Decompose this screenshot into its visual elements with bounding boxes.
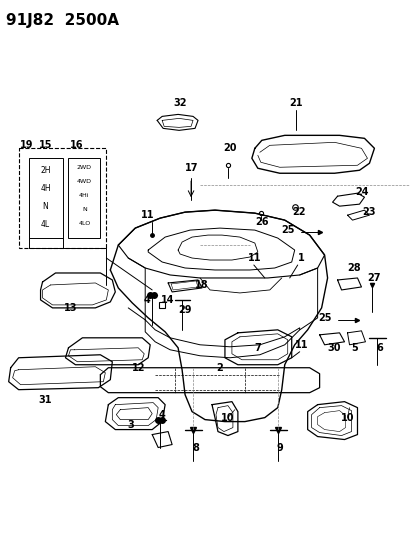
Text: 91J82  2500A: 91J82 2500A [6,13,119,28]
Text: 26: 26 [254,217,268,227]
Text: 22: 22 [291,207,305,217]
Text: 11: 11 [294,340,308,350]
Text: 20: 20 [223,143,236,154]
Text: 4L: 4L [41,220,50,229]
Text: 4WD: 4WD [77,179,92,184]
Text: 31: 31 [39,394,52,405]
Text: 1: 1 [298,253,304,263]
Text: 14: 14 [161,295,174,305]
Text: 25: 25 [317,313,330,323]
Text: 10: 10 [340,413,354,423]
Text: 21: 21 [288,99,302,108]
Text: 7: 7 [254,343,261,353]
Text: 9: 9 [276,442,282,453]
Text: N: N [82,207,87,212]
Text: 25: 25 [280,225,294,235]
Bar [19,148,106,248]
Text: 29: 29 [178,305,191,315]
Text: 3: 3 [126,419,133,430]
Text: 17: 17 [185,163,198,173]
Text: 5: 5 [350,343,357,353]
Text: 28: 28 [347,263,361,273]
Bar [28,158,63,238]
Text: 30: 30 [327,343,340,353]
Text: 19: 19 [20,140,33,150]
Text: 24: 24 [355,187,368,197]
Bar [68,158,100,238]
Text: 18: 18 [195,280,208,290]
Text: N: N [43,201,48,211]
Text: 32: 32 [173,99,186,108]
Text: 4H: 4H [40,184,51,193]
Text: 13: 13 [64,303,77,313]
Text: 11: 11 [140,210,154,220]
Text: 12: 12 [131,363,145,373]
Text: 2H: 2H [40,166,51,175]
Text: 2: 2 [216,363,223,373]
Text: 16: 16 [69,140,83,150]
Text: 10: 10 [221,413,234,423]
Text: 4: 4 [143,295,150,305]
Text: 4Hi: 4Hi [79,193,90,198]
Text: 23: 23 [362,207,375,217]
Text: 6: 6 [375,343,382,353]
Text: 27: 27 [367,273,380,283]
Text: 11: 11 [247,253,261,263]
Text: 2WD: 2WD [77,165,92,169]
Text: 4LO: 4LO [78,221,90,225]
Text: 15: 15 [39,140,52,150]
Text: 8: 8 [192,442,199,453]
Text: 4: 4 [159,410,165,419]
